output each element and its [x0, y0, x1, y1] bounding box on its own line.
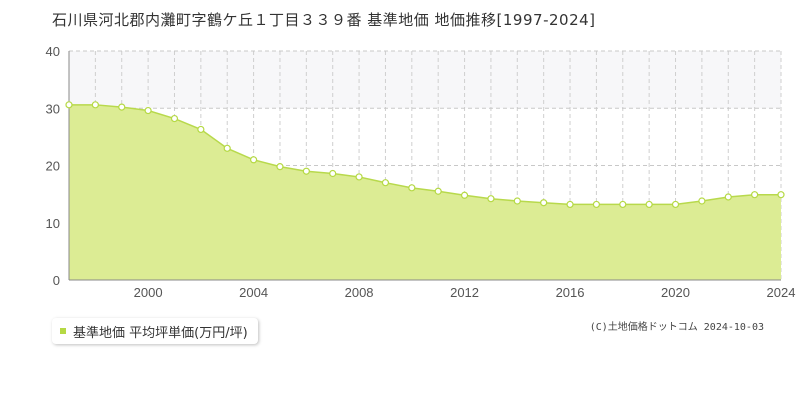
y-tick-label: 0: [53, 273, 60, 288]
label-layer: 0 10 20 30 40 2000 2004 2008 2012 2016 2020 2024: [46, 44, 796, 300]
data-point: [777, 191, 785, 199]
data-point: [223, 144, 231, 152]
highlight-band: [69, 51, 781, 109]
y-tick-label: 10: [46, 216, 60, 231]
data-point: [671, 200, 680, 209]
data-point: [698, 197, 706, 205]
data-point: [724, 193, 732, 201]
data-point: [487, 195, 495, 203]
data-point: [381, 179, 390, 187]
x-tick-label: 2024: [767, 285, 796, 300]
x-tick-label: 2012: [450, 285, 479, 300]
data-point: [276, 163, 284, 171]
x-tick-label: 2004: [239, 285, 268, 300]
chart-title: 石川県河北郡内灘町字鶴ケ丘１丁目３３９番 基準地価 地価推移[1997-2024…: [52, 11, 596, 29]
legend: 基準地価 平均坪単価(万円/坪): [52, 318, 258, 344]
legend-label: 基準地価 平均坪単価(万円/坪): [73, 325, 248, 341]
data-point: [118, 103, 126, 111]
data-point: [645, 200, 653, 209]
x-tick-label: 2016: [556, 285, 585, 300]
x-tick-label: 2020: [661, 285, 690, 300]
price-area: [69, 104, 781, 280]
data-point: [170, 114, 179, 123]
band-layer: [69, 51, 781, 109]
data-point: [619, 200, 627, 209]
data-point: [302, 167, 310, 175]
data-point: [408, 184, 416, 192]
data-point: [355, 173, 363, 181]
y-tick-label: 40: [46, 44, 60, 59]
data-point: [91, 101, 99, 109]
data-point: [434, 187, 442, 195]
x-tick-label: 2000: [134, 285, 163, 300]
data-point: [513, 197, 521, 205]
y-tick-label: 30: [46, 101, 60, 116]
point-layer: [65, 101, 785, 209]
axis-layer: [68, 51, 781, 281]
y-tick-label: 20: [46, 159, 60, 174]
data-point: [592, 200, 601, 209]
area-layer: [69, 104, 781, 280]
x-tick-label: 2008: [345, 285, 374, 300]
price-line: [69, 104, 781, 206]
legend-swatch: [60, 328, 66, 334]
data-point: [65, 101, 73, 109]
data-point: [249, 156, 258, 164]
data-point: [329, 169, 337, 178]
data-point: [566, 200, 574, 209]
data-point: [540, 199, 548, 207]
data-point: [460, 191, 469, 199]
data-point: [197, 125, 205, 134]
data-point: [144, 106, 152, 115]
data-point: [751, 191, 759, 199]
credit-text: (C)土地価格ドットコム 2024-10-03: [589, 322, 764, 333]
